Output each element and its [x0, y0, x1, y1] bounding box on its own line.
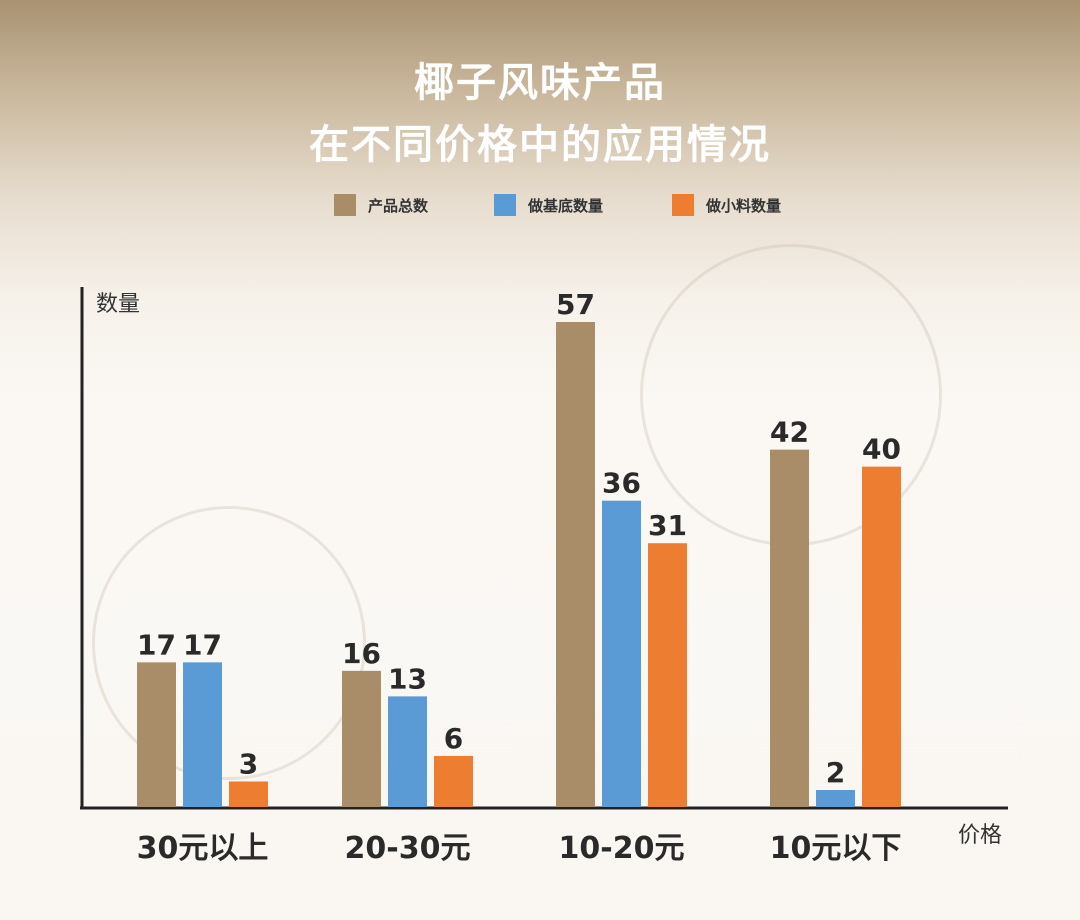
legend: 产品总数 做基底数量 做小料数量	[0, 194, 1080, 220]
bar-topping-1	[434, 755, 473, 807]
value-label-topping-3: 40	[862, 433, 901, 466]
bar-total-3	[770, 449, 809, 807]
value-label-total-1: 16	[342, 637, 381, 670]
legend-label-total: 产品总数	[368, 196, 429, 215]
value-label-topping-1: 6	[444, 722, 463, 755]
legend-item-total: 产品总数	[334, 194, 428, 216]
chart-title: 椰子风味产品	[414, 60, 666, 106]
value-label-total-0: 17	[137, 628, 176, 661]
value-label-base-2: 36	[602, 467, 641, 500]
value-label-topping-2: 31	[648, 509, 687, 542]
y-axis-label: 数量	[96, 292, 140, 317]
legend-label-topping: 做小料数量	[706, 196, 782, 215]
legend-item-base: 做基底数量	[494, 194, 603, 216]
legend-swatch-topping	[672, 194, 694, 216]
value-label-total-3: 42	[770, 416, 809, 449]
value-label-total-2: 57	[556, 288, 595, 321]
legend-item-topping: 做小料数量	[672, 194, 781, 216]
category-label-2: 10-20元	[559, 831, 685, 866]
legend-label-base: 做基底数量	[528, 196, 604, 215]
watermark-circle	[92, 506, 366, 780]
bar-base-0	[183, 662, 222, 807]
value-label-topping-0: 3	[239, 747, 258, 780]
bar-topping-2	[648, 543, 687, 807]
category-label-3: 10元以下	[770, 831, 902, 866]
category-label-0: 30元以上	[137, 831, 269, 866]
value-label-base-1: 13	[388, 662, 427, 695]
chart-subtitle: 在不同价格中的应用情况	[309, 122, 771, 168]
bar-topping-0	[229, 781, 268, 807]
bar-total-2	[556, 322, 595, 807]
bar-base-2	[602, 500, 641, 807]
value-label-base-0: 17	[183, 628, 222, 661]
value-label-base-3: 2	[826, 756, 845, 789]
bar-base-3	[816, 789, 855, 807]
bar-total-1	[342, 670, 381, 807]
category-label-1: 20-30元	[345, 831, 471, 866]
bar-total-0	[137, 662, 176, 807]
bar-topping-3	[862, 466, 901, 807]
legend-swatch-total	[334, 194, 356, 216]
bar-base-1	[388, 696, 427, 807]
legend-swatch-base	[494, 194, 516, 216]
x-axis-label: 价格	[958, 823, 1002, 848]
